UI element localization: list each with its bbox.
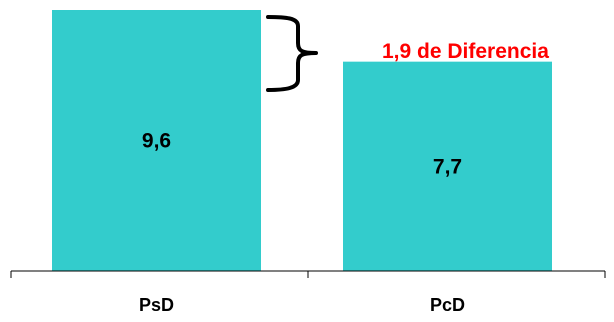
bar-pcd	[343, 61, 552, 271]
category-label-psd: PsD	[139, 295, 174, 315]
bar-value-label-psd: 9,6	[142, 130, 171, 153]
difference-annotation: 1,9 de Diferencia	[266, 15, 549, 92]
category-label-pcd: PcD	[430, 295, 465, 315]
bar-psd	[52, 10, 261, 271]
difference-annotation-text: 1,9 de Diferencia	[382, 40, 549, 63]
labels-layer: 9,6 PsD 7,7 PcD	[139, 130, 465, 316]
bars-layer	[52, 10, 552, 271]
curly-brace-icon	[266, 15, 318, 92]
bar-value-label-pcd: 7,7	[433, 155, 462, 178]
x-axis	[10, 270, 606, 278]
